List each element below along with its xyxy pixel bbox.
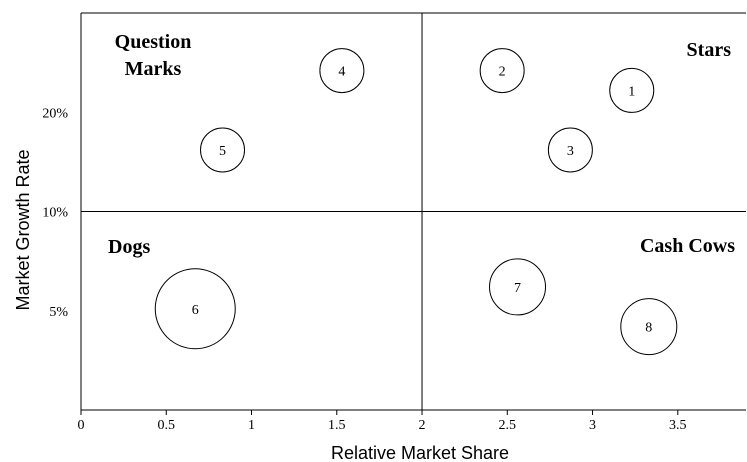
bubble-4	[319, 48, 365, 94]
bubble-5	[200, 127, 246, 173]
bubble-7	[489, 258, 547, 316]
x-tick-label: 2.5	[499, 418, 517, 433]
bubble-label-2: 2	[499, 65, 506, 80]
quadrant-label-question-marks: Question Marks	[115, 31, 192, 80]
y-tick-label: 5%	[49, 305, 68, 320]
x-tick-label: 1	[248, 418, 255, 433]
x-tick-label: 3.5	[669, 418, 687, 433]
bubble-8	[620, 298, 678, 356]
y-tick-label: 20%	[42, 106, 68, 121]
x-axis-title: Relative Market Share	[331, 443, 509, 462]
quadrant-label-dogs: Dogs	[108, 236, 150, 258]
y-axis-title: Market Growth Rate	[13, 149, 33, 310]
bubble-2	[479, 48, 525, 94]
y-tick-label: 10%	[42, 206, 68, 221]
quadrant-label-line: Question	[115, 31, 192, 53]
x-axis-ticks: 0 0.5 1 1.5 2 2.5 3 3.5	[78, 410, 687, 433]
bubble-label-7: 7	[514, 281, 521, 296]
bubble-1	[609, 67, 655, 113]
quadrant-label-cash-cows: Cash Cows	[640, 235, 735, 257]
quadrant-label-line: Dogs	[108, 236, 150, 258]
quadrant-label-line: Cash Cows	[640, 235, 735, 257]
bubble-label-5: 5	[219, 144, 226, 159]
bubble-label-1: 1	[628, 84, 635, 99]
quadrant-labels: Question Marks Stars Dogs Cash Cows	[108, 31, 735, 258]
x-tick-label: 3	[589, 418, 596, 433]
bubble-label-3: 3	[567, 144, 574, 159]
x-tick-label: 0	[78, 418, 85, 433]
x-tick-label: 2	[419, 418, 426, 433]
bubbles: 1 2 3 4 5 6 7 8	[154, 48, 678, 356]
bubble-6	[154, 268, 236, 350]
y-axis-ticks: 5% 10% 20%	[42, 106, 68, 320]
bubble-label-6: 6	[192, 303, 199, 318]
bubble-3	[547, 127, 593, 173]
bubble-label-8: 8	[645, 321, 652, 336]
quadrant-label-line: Stars	[687, 39, 732, 61]
x-tick-label: 1.5	[328, 418, 346, 433]
bubble-label-4: 4	[338, 65, 345, 80]
quadrant-label-stars: Stars	[687, 39, 732, 61]
x-tick-label: 0.5	[158, 418, 176, 433]
plot-frame	[80, 12, 746, 411]
quadrant-label-line: Marks	[125, 58, 182, 80]
